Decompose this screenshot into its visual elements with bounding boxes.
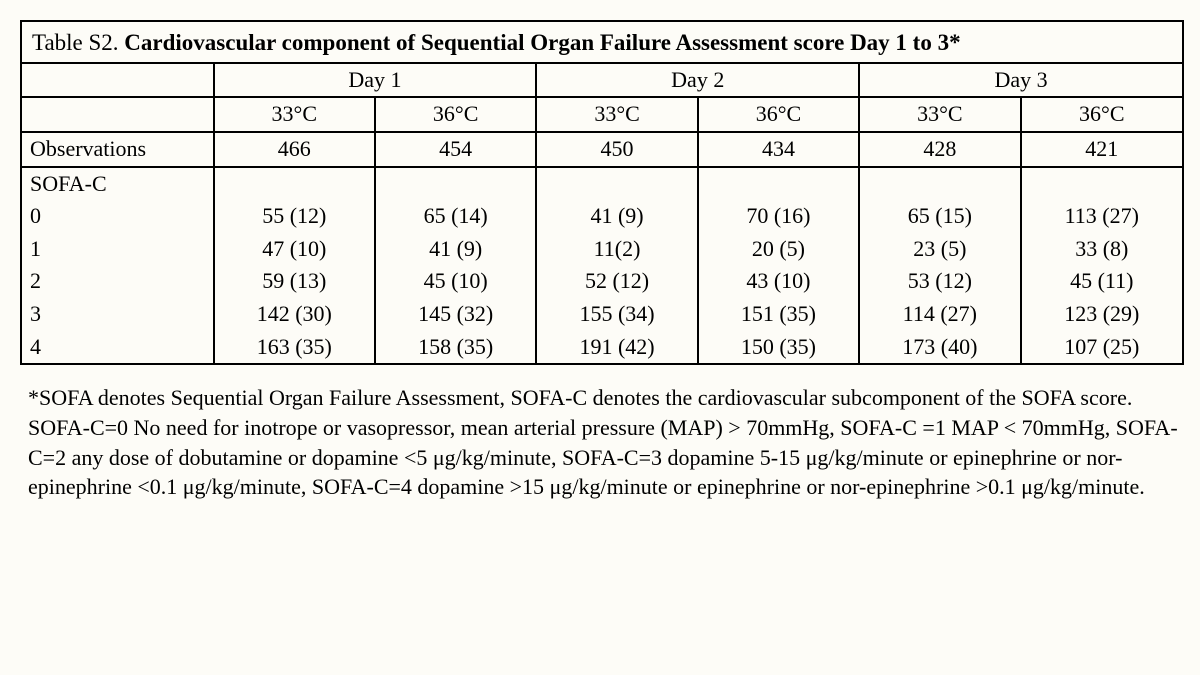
data-cell: 151 (35) xyxy=(698,298,859,331)
data-cell: 65 (14) xyxy=(375,200,536,233)
row-label: 1 xyxy=(22,233,214,266)
data-cell: 142 (30) xyxy=(214,298,375,331)
data-cell: 113 (27) xyxy=(1021,200,1182,233)
observations-cell: 466 xyxy=(214,132,375,167)
day-header-1: Day 1 xyxy=(214,63,537,98)
footnote: *SOFA denotes Sequential Organ Failure A… xyxy=(20,383,1196,502)
table-row: 0 55 (12) 65 (14) 41 (9) 70 (16) 65 (15)… xyxy=(22,200,1182,233)
data-cell: 11(2) xyxy=(536,233,697,266)
row-label: 4 xyxy=(22,331,214,364)
data-cell: 145 (32) xyxy=(375,298,536,331)
data-cell: 20 (5) xyxy=(698,233,859,266)
day-header-blank xyxy=(22,63,214,98)
observations-row: Observations 466 454 450 434 428 421 xyxy=(22,132,1182,167)
data-cell: 45 (11) xyxy=(1021,265,1182,298)
observations-cell: 428 xyxy=(859,132,1020,167)
data-cell: 123 (29) xyxy=(1021,298,1182,331)
data-cell: 107 (25) xyxy=(1021,331,1182,364)
data-cell: 23 (5) xyxy=(859,233,1020,266)
data-cell: 150 (35) xyxy=(698,331,859,364)
data-cell: 41 (9) xyxy=(375,233,536,266)
data-cell: 53 (12) xyxy=(859,265,1020,298)
data-cell: 52 (12) xyxy=(536,265,697,298)
data-cell: 41 (9) xyxy=(536,200,697,233)
temp-header: 33°C xyxy=(536,97,697,132)
temp-header: 33°C xyxy=(859,97,1020,132)
title-row: Table S2. Cardiovascular component of Se… xyxy=(22,22,1182,63)
table-row: 2 59 (13) 45 (10) 52 (12) 43 (10) 53 (12… xyxy=(22,265,1182,298)
row-label: 2 xyxy=(22,265,214,298)
title-main: Cardiovascular component of Sequential O… xyxy=(124,30,960,55)
day-header-3: Day 3 xyxy=(859,63,1182,98)
observations-cell: 454 xyxy=(375,132,536,167)
day-header-2: Day 2 xyxy=(536,63,859,98)
day-header-row: Day 1 Day 2 Day 3 xyxy=(22,63,1182,98)
data-cell: 65 (15) xyxy=(859,200,1020,233)
data-cell: 173 (40) xyxy=(859,331,1020,364)
temp-header-row: 33°C 36°C 33°C 36°C 33°C 36°C xyxy=(22,97,1182,132)
temp-header-blank xyxy=(22,97,214,132)
row-label: 0 xyxy=(22,200,214,233)
data-cell: 158 (35) xyxy=(375,331,536,364)
observations-cell: 434 xyxy=(698,132,859,167)
table-row: 1 47 (10) 41 (9) 11(2) 20 (5) 23 (5) 33 … xyxy=(22,233,1182,266)
observations-cell: 450 xyxy=(536,132,697,167)
table-row: 4 163 (35) 158 (35) 191 (42) 150 (35) 17… xyxy=(22,331,1182,364)
title-prefix: Table S2. xyxy=(32,30,124,55)
row-label: 3 xyxy=(22,298,214,331)
observations-cell: 421 xyxy=(1021,132,1182,167)
sofa-c-label: SOFA-C xyxy=(22,167,214,201)
table-row: 3 142 (30) 145 (32) 155 (34) 151 (35) 11… xyxy=(22,298,1182,331)
data-cell: 114 (27) xyxy=(859,298,1020,331)
data-cell: 33 (8) xyxy=(1021,233,1182,266)
data-cell: 59 (13) xyxy=(214,265,375,298)
data-cell: 155 (34) xyxy=(536,298,697,331)
data-cell: 47 (10) xyxy=(214,233,375,266)
data-cell: 163 (35) xyxy=(214,331,375,364)
data-cell: 191 (42) xyxy=(536,331,697,364)
data-cell: 43 (10) xyxy=(698,265,859,298)
data-cell: 45 (10) xyxy=(375,265,536,298)
temp-header: 36°C xyxy=(1021,97,1182,132)
sofa-table: Table S2. Cardiovascular component of Se… xyxy=(22,22,1182,363)
temp-header: 36°C xyxy=(375,97,536,132)
temp-header: 36°C xyxy=(698,97,859,132)
sofa-table-container: Table S2. Cardiovascular component of Se… xyxy=(20,20,1184,365)
observations-label: Observations xyxy=(22,132,214,167)
data-cell: 55 (12) xyxy=(214,200,375,233)
table-title: Table S2. Cardiovascular component of Se… xyxy=(22,22,1182,63)
temp-header: 33°C xyxy=(214,97,375,132)
data-cell: 70 (16) xyxy=(698,200,859,233)
sofa-c-label-row: SOFA-C xyxy=(22,167,1182,201)
